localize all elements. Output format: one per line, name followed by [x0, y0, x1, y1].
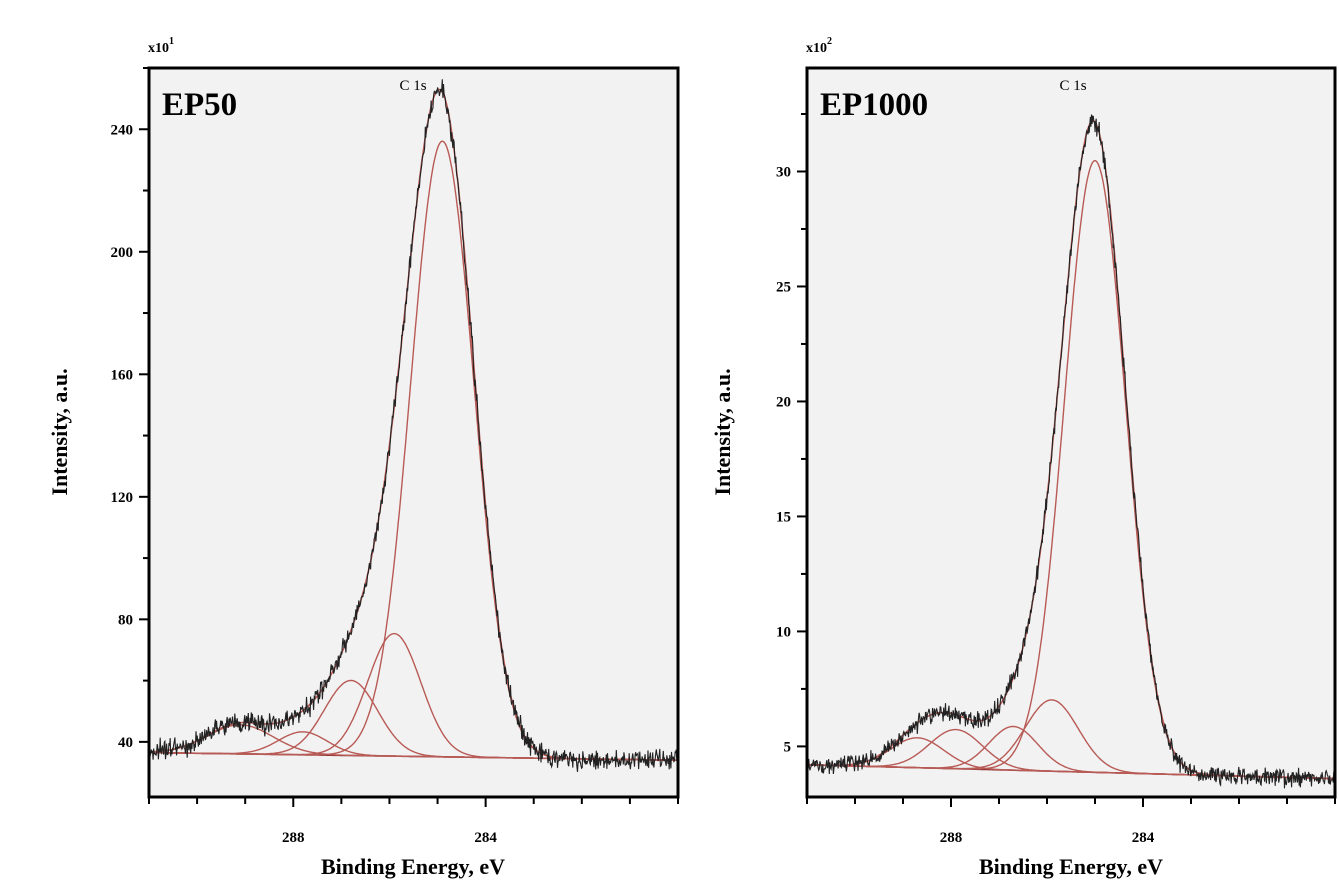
y-tick-label: 240	[111, 122, 134, 138]
y-tick-label: 200	[111, 245, 134, 261]
multiplier-base: x10	[148, 41, 169, 56]
y-tick-label: 120	[111, 490, 134, 506]
y-tick-label: 25	[776, 279, 791, 295]
multiplier-exponent: 2	[827, 36, 832, 47]
chart-panel-ep50: 40 80 120 160 200 240 288 284 EP50 C 1s x101 In…	[47, 36, 678, 879]
y-tick-label: 10	[776, 624, 791, 640]
core-level-label-ep1000: C 1s	[1059, 78, 1086, 94]
y-tick-label: 15	[776, 509, 791, 525]
y-tick-label: 80	[118, 612, 133, 628]
x-axis-title-ep1000: Binding Energy, eV	[979, 854, 1163, 879]
y-axis-title-ep1000: Intensity, a.u.	[710, 368, 735, 495]
multiplier-base: x10	[806, 41, 827, 56]
y-tick-label: 40	[118, 735, 133, 751]
y-tick-label: 30	[776, 164, 791, 180]
x-tick-label: 284	[1132, 830, 1155, 846]
x-tick-label: 284	[474, 830, 497, 846]
panel-label-ep1000: EP1000	[820, 87, 928, 123]
y-axis-title-ep50: Intensity, a.u.	[47, 368, 72, 495]
x-tick-label: 288	[940, 830, 963, 846]
y-tick-label: 20	[776, 394, 791, 410]
y-multiplier-ep50: x101	[148, 36, 174, 56]
core-level-label-ep50: C 1s	[399, 78, 426, 94]
chart-panel-ep1000: 5 10 15 20 25 30 288 284 EP1000 C 1s x102 Inten…	[710, 36, 1335, 879]
plot-area-ep50	[149, 68, 678, 797]
plot-area-ep1000	[807, 68, 1335, 797]
x-tick-label: 288	[282, 830, 305, 846]
x-axis-title-ep50: Binding Energy, eV	[321, 854, 505, 879]
y-multiplier-ep1000: x102	[806, 36, 832, 56]
panel-label-ep50: EP50	[162, 87, 237, 123]
y-tick-label: 5	[784, 739, 792, 755]
y-tick-label: 160	[111, 367, 134, 383]
multiplier-exponent: 1	[169, 36, 174, 47]
